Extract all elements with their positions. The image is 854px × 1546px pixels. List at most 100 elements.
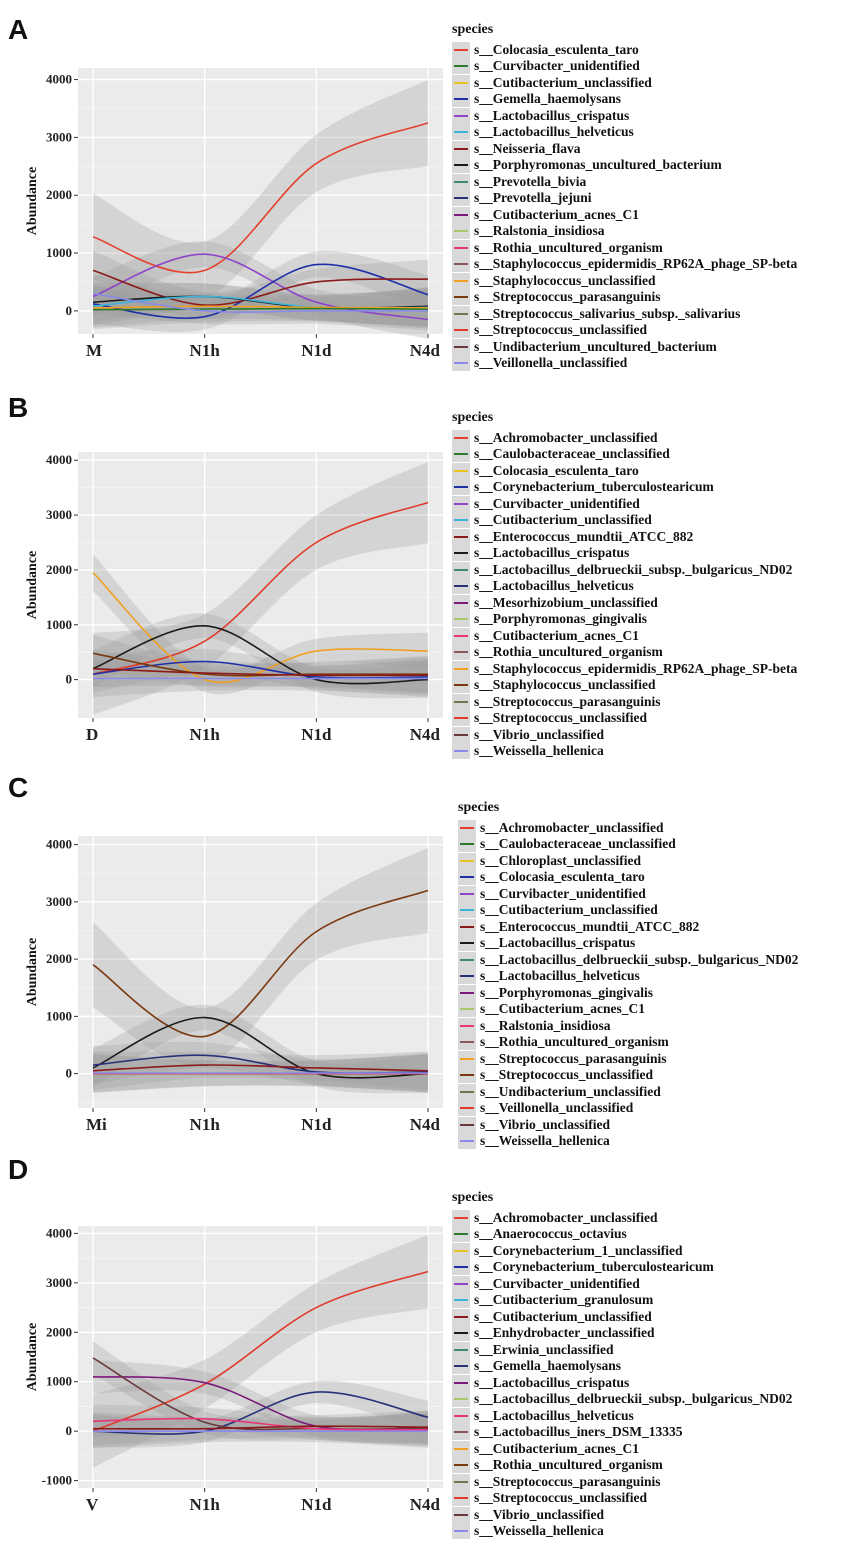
legend-label: s__Streptococcus_parasanguinis <box>474 693 661 709</box>
legend-swatch <box>452 173 470 190</box>
legend-entry: s__Cutibacterium_acnes_C1 <box>458 1001 798 1018</box>
legend-entry: s__Lactobacillus_crispatus <box>452 1375 792 1392</box>
confidence-band <box>93 1404 428 1447</box>
legend-swatch <box>452 693 470 710</box>
legend-entry: s__Lactobacillus_delbrueckii_subsp._bulg… <box>452 1391 792 1408</box>
panel-letter: D <box>8 1154 29 1185</box>
legend-label: s__Enhydrobacter_unclassified <box>474 1325 655 1340</box>
legend-swatch <box>452 1374 470 1391</box>
legend-entry: s__Weissella_hellenica <box>452 743 797 760</box>
legend-swatch <box>452 660 470 677</box>
legend-entry: s__Enhydrobacter_unclassified <box>452 1325 792 1342</box>
legend-label: s__Lactobacillus_helveticus <box>474 578 634 593</box>
y-tick-label: 1000 <box>46 245 72 260</box>
legend-entry: s__Undibacterium_uncultured_bacterium <box>452 339 797 356</box>
legend-swatch <box>452 107 470 124</box>
x-tick-label: N1h <box>190 1495 221 1514</box>
series-line <box>92 305 429 309</box>
legend-entry: s__Rothia_uncultured_organism <box>452 240 797 257</box>
legend-swatch <box>452 140 470 157</box>
legend-swatch <box>452 338 470 355</box>
legend-label: s__Lactobacillus_iners_DSM_13335 <box>474 1424 683 1439</box>
legend-swatch <box>452 190 470 207</box>
series-line <box>92 1270 429 1432</box>
legend-label: s__Curvibacter_unidentified <box>474 58 640 73</box>
y-tick-label: 4000 <box>46 72 72 87</box>
legend-swatch <box>452 1473 470 1490</box>
legend-entry: s__Prevotella_bivia <box>452 174 797 191</box>
legend-label: s__Mesorhizobium_unclassified <box>474 594 658 610</box>
legend-label: s__Cutibacterium_unclassified <box>480 902 658 917</box>
series-line <box>92 1016 429 1079</box>
series-line <box>92 667 429 677</box>
legend-label: s__Undibacterium_uncultured_bacterium <box>474 338 717 354</box>
legend-swatch <box>458 1050 476 1067</box>
x-tick-label: N4d <box>410 341 441 360</box>
legend-entry: s__Vibrio_unclassified <box>452 727 797 744</box>
x-tick-label: V <box>86 1495 99 1514</box>
panel-letter: A <box>8 14 29 45</box>
legend-swatch <box>452 726 470 743</box>
legend-label: s__Corynebacterium_1_unclassified <box>474 1242 683 1258</box>
y-tick-label: 4000 <box>46 1225 72 1240</box>
legend-label: s__Gemella_haemolysans <box>474 91 621 106</box>
legend-swatch <box>452 446 470 463</box>
legend-entry: s__Rothia_uncultured_organism <box>458 1034 798 1051</box>
legend-label: s__Streptococcus_unclassified <box>474 710 648 725</box>
panel-b: B 0 1000 2000 3000 4000 D N1h N1d N4d Abundance s… <box>0 392 854 770</box>
legend-entry: s__Enterococcus_mundtii_ATCC_882 <box>452 529 797 546</box>
legend-swatch <box>458 885 476 902</box>
legend-swatch <box>452 545 470 562</box>
series-line <box>92 889 429 1038</box>
legend: species s__Colocasia_esculenta_taro s__Cur… <box>452 22 797 372</box>
series-line <box>92 1417 429 1431</box>
legend-swatch <box>452 322 470 339</box>
legend-swatch <box>458 1100 476 1117</box>
y-axis-label: Abundance <box>25 551 40 619</box>
legend-entry: s__Porphyromonas_gingivalis <box>458 985 798 1002</box>
legend-swatch <box>452 644 470 661</box>
legend-label: s__Lactobacillus_delbrueckii_subsp._bulg… <box>474 1391 793 1406</box>
legend-swatch <box>452 561 470 578</box>
legend-entry: s__Lactobacillus_helveticus <box>452 578 797 595</box>
legend-label: s__Staphylococcus_unclassified <box>474 272 656 288</box>
legend: species s__Achromobacter_unclassified s__C… <box>458 800 798 1150</box>
legend-label: s__Undibacterium_unclassified <box>480 1083 661 1099</box>
legend-entry: s__Cutibacterium_unclassified <box>452 75 797 92</box>
legend-swatch <box>452 1292 470 1309</box>
legend-entry: s__Corynebacterium_tuberculostearicum <box>452 479 797 496</box>
confidence-band <box>93 251 428 333</box>
legend-swatch <box>452 272 470 289</box>
legend-label: s__Weissella_hellenica <box>480 1133 610 1148</box>
x-tick-label: Mi <box>86 1115 107 1134</box>
series-line <box>92 1391 429 1435</box>
legend-entry: s__Streptococcus_salivarius_subsp._saliv… <box>452 306 797 323</box>
legend-label: s__Colocasia_esculenta_taro <box>480 869 645 884</box>
legend-swatch <box>452 91 470 108</box>
chart-svg: 0 1000 2000 3000 4000 M N1h N1d N4d Abundance <box>25 68 443 360</box>
legend-label: s__Streptococcus_parasanguinis <box>474 1473 661 1489</box>
x-tick-label: N1d <box>301 1495 332 1514</box>
legend-entry: s__Caulobacteraceae_unclassified <box>458 836 798 853</box>
legend-swatch <box>452 1391 470 1408</box>
legend-entry: s__Enterococcus_mundtii_ATCC_882 <box>458 919 798 936</box>
series-line <box>92 292 428 313</box>
legend-entry: s__Corynebacterium_1_unclassified <box>452 1243 792 1260</box>
legend-label: s__Gemella_haemolysans <box>474 1358 621 1373</box>
legend-entry: s__Staphylococcus_unclassified <box>452 677 797 694</box>
legend-title: species <box>452 22 494 37</box>
panel-letter: B <box>8 392 29 423</box>
legend-entry: s__Lactobacillus_crispatus <box>452 108 797 125</box>
legend-entry: s__Colocasia_esculenta_taro <box>452 42 797 59</box>
legend-label: s__Cutibacterium_unclassified <box>474 512 652 527</box>
legend-label: s__Streptococcus_unclassified <box>480 1067 654 1082</box>
legend-swatch <box>452 157 470 174</box>
x-tick-label: N1h <box>190 1115 221 1134</box>
legend-label: s__Lactobacillus_helveticus <box>480 968 640 983</box>
legend-swatch <box>452 124 470 141</box>
legend-swatch <box>452 1440 470 1457</box>
legend-swatch <box>452 256 470 273</box>
legend-entry: s__Staphylococcus_unclassified <box>452 273 797 290</box>
x-tick-label: N4d <box>410 1495 441 1514</box>
legend-swatch <box>452 41 470 58</box>
